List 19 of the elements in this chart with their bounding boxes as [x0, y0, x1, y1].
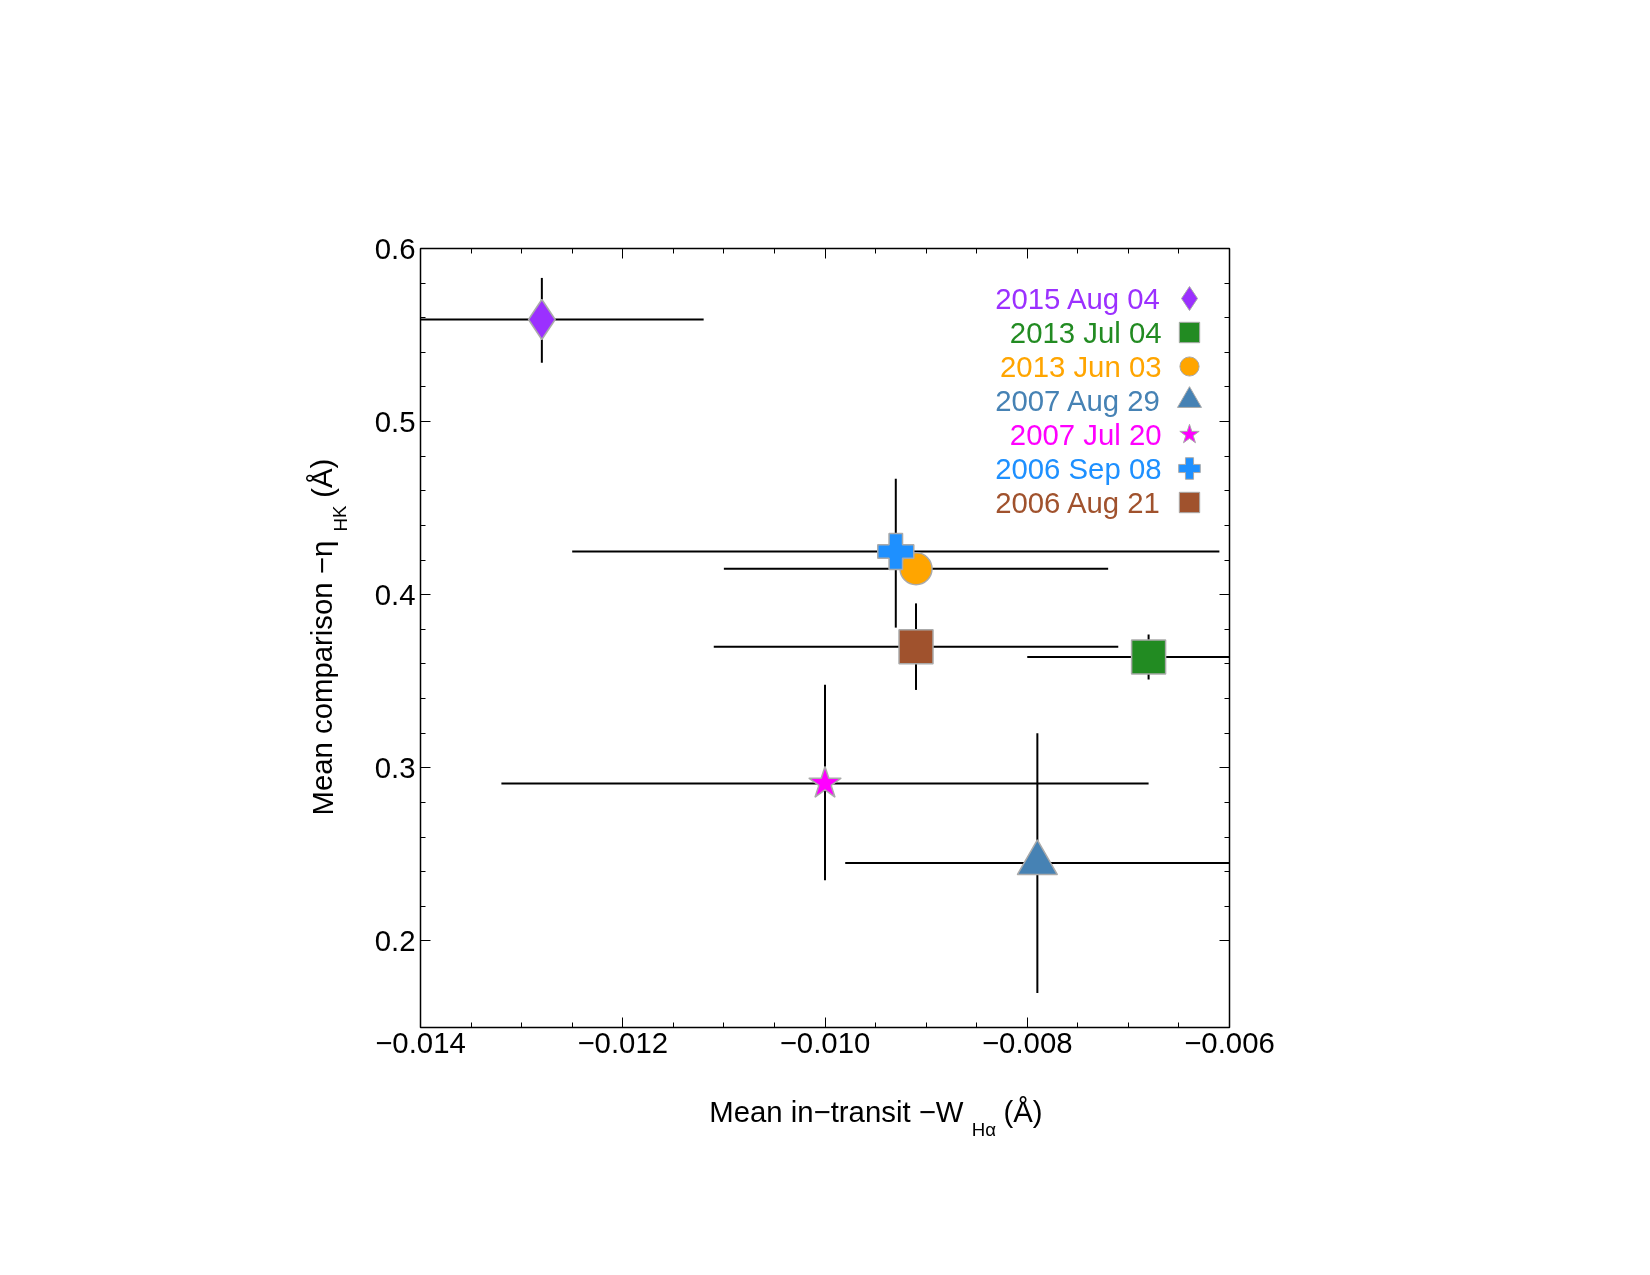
legend-label: 2013 Jun 03 [1000, 350, 1162, 383]
x-tick-label: −0.006 [1184, 1025, 1275, 1059]
x-tick-label: −0.008 [981, 1025, 1073, 1059]
y-tick-label: 0.2 [374, 923, 416, 957]
y-tick-label: 0.6 [374, 231, 416, 265]
legend-label: 2015 Aug 04 [995, 282, 1160, 315]
x-tick-label: −0.014 [375, 1025, 466, 1059]
y-tick-label: 0.3 [374, 750, 416, 784]
legend-label: 2006 Aug 21 [995, 486, 1160, 519]
legend-label: 2007 Aug 29 [995, 384, 1160, 417]
legend-label: 2006 Sep 08 [995, 452, 1162, 485]
y-axis-title: Mean comparison −ηHK (Å) [305, 458, 351, 816]
x-tick-label: −0.012 [577, 1025, 669, 1059]
y-tick-label: 0.4 [374, 577, 416, 611]
legend-label: 2013 Jul 04 [1009, 316, 1162, 349]
y-tick-label: 0.5 [374, 404, 416, 438]
x-tick-label: −0.010 [779, 1025, 871, 1059]
legend-label: 2007 Jul 20 [1009, 418, 1162, 451]
x-axis-title: Mean in−transit −WHα (Å) [709, 1094, 1043, 1140]
